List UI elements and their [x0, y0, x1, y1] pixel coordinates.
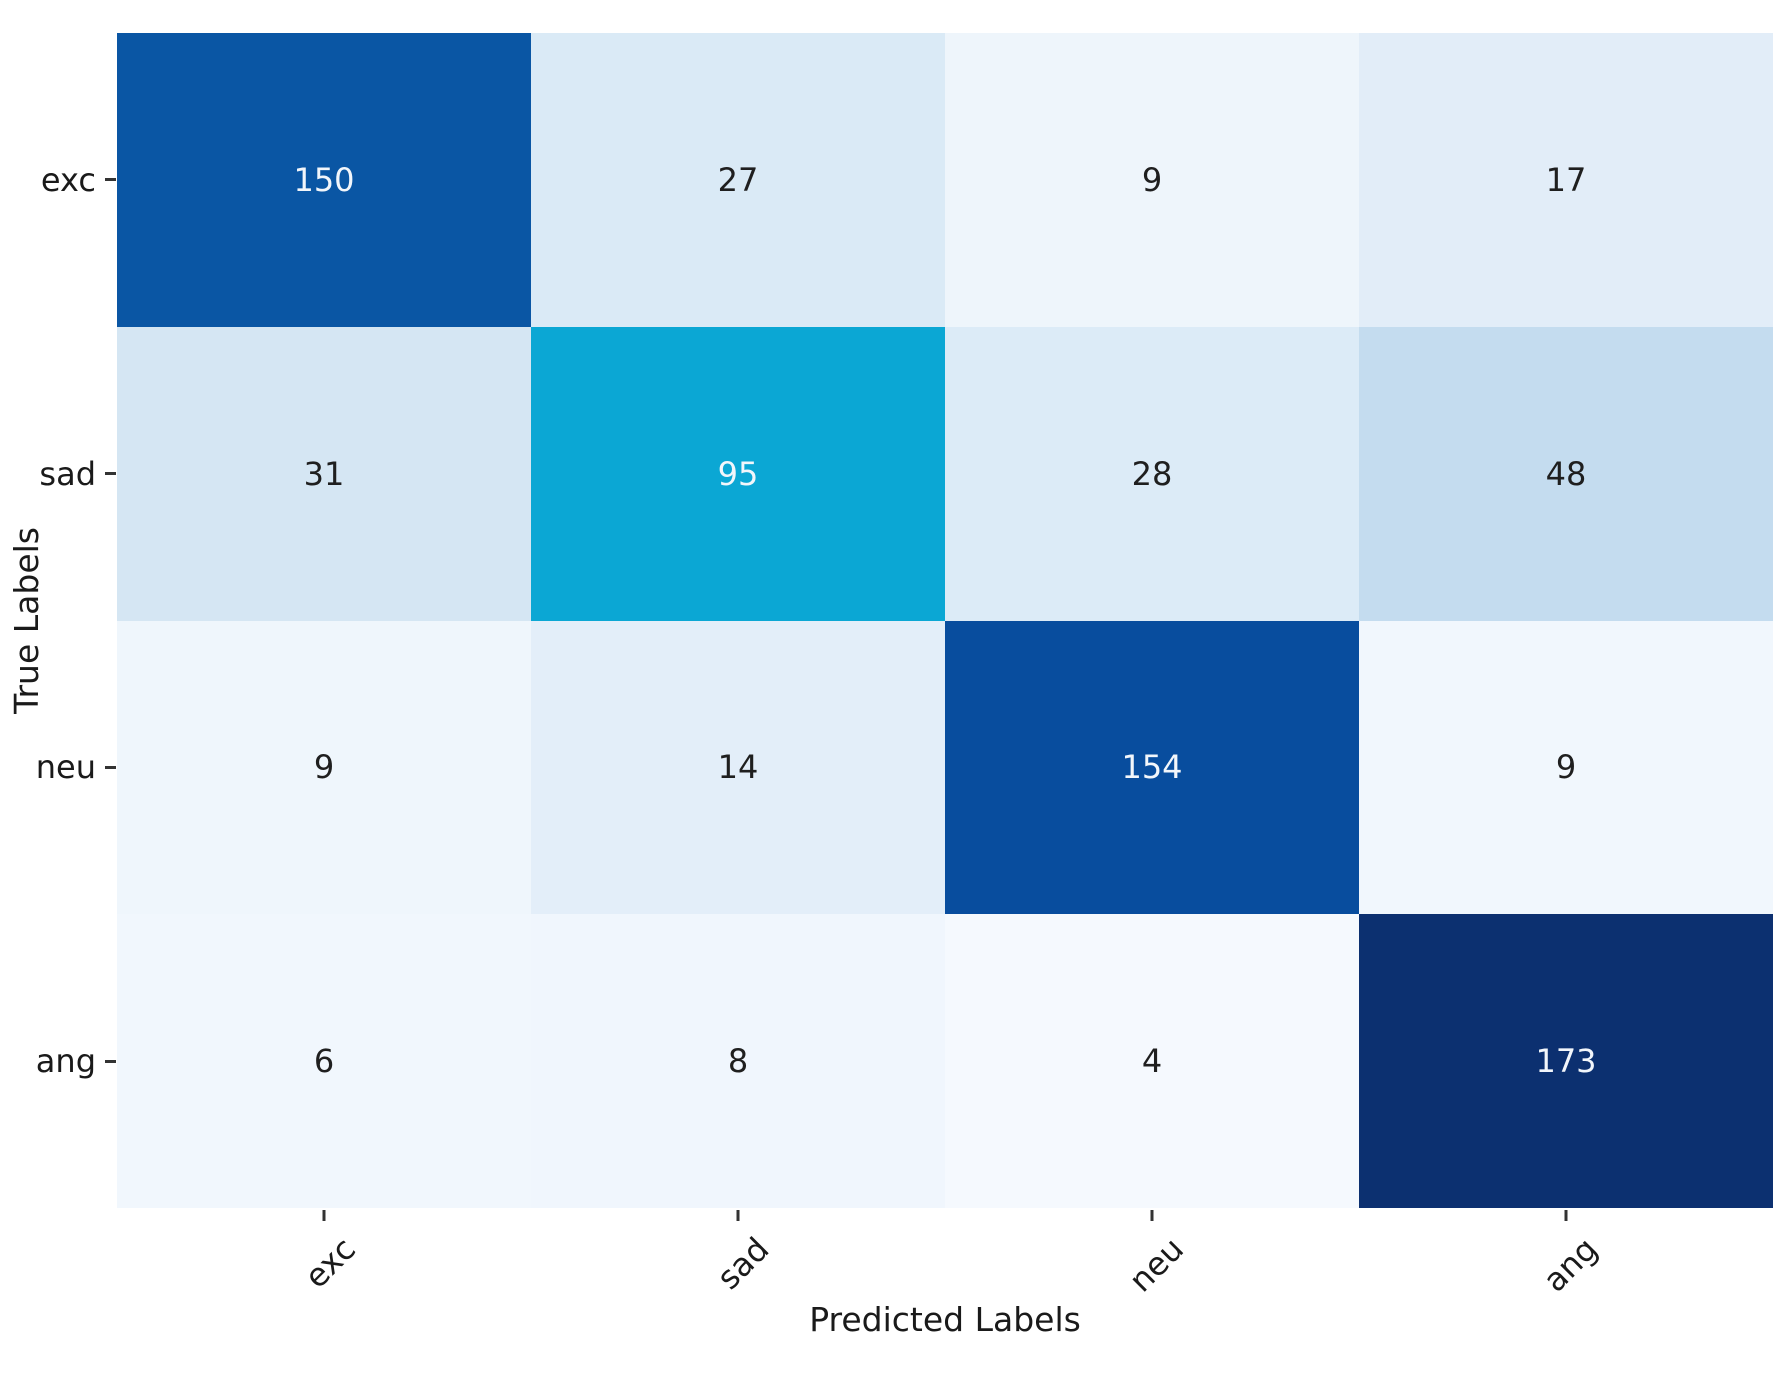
- y-axis-ticks: exc sad neu ang: [0, 33, 117, 1208]
- cell-value: 4: [1141, 1042, 1163, 1081]
- cell-value: 8: [727, 1042, 749, 1081]
- x-axis-title: Predicted Labels: [809, 1300, 1081, 1339]
- x-tick-label: sad: [709, 1229, 777, 1297]
- y-tick-mark: [105, 178, 116, 182]
- heatmap-cell-sad-ang: 48: [1359, 326, 1773, 621]
- cell-value: 95: [717, 454, 759, 493]
- x-tick-mark: [1564, 1210, 1568, 1221]
- heatmap-cell-ang-neu: 4: [945, 914, 1359, 1208]
- y-tick-ang: ang: [0, 914, 117, 1208]
- x-axis-ticks: exc sad neu ang: [117, 1208, 1773, 1338]
- y-tick-label: exc: [40, 160, 96, 199]
- heatmap-cell-exc-exc: 150: [117, 33, 531, 327]
- cell-value: 173: [1535, 1042, 1597, 1081]
- cell-value: 17: [1545, 160, 1587, 199]
- cell-value: 154: [1121, 748, 1183, 787]
- y-tick-label: sad: [39, 454, 96, 493]
- heatmap-cell-exc-sad: 27: [531, 33, 945, 327]
- x-tick-mark: [736, 1210, 740, 1221]
- heatmap-cell-neu-ang: 9: [1359, 620, 1773, 915]
- x-tick-label: exc: [296, 1229, 363, 1296]
- y-tick-mark: [105, 1059, 116, 1063]
- heatmap-cell-sad-sad: 95: [531, 326, 945, 621]
- x-tick-exc: exc: [117, 1208, 531, 1338]
- cell-value: 28: [1131, 454, 1173, 493]
- cell-value: 9: [1555, 748, 1577, 787]
- x-tick-label: ang: [1535, 1229, 1605, 1300]
- heatmap-cell-ang-sad: 8: [531, 914, 945, 1208]
- x-tick-sad: sad: [531, 1208, 945, 1338]
- y-tick-label: ang: [35, 1042, 96, 1081]
- y-tick-neu: neu: [0, 621, 117, 915]
- cell-value: 9: [313, 748, 335, 787]
- y-tick-mark: [105, 765, 116, 769]
- heatmap-cell-neu-sad: 14: [531, 620, 945, 915]
- heatmap-cell-sad-exc: 31: [117, 326, 531, 621]
- cell-value: 48: [1545, 454, 1587, 493]
- cell-value: 14: [717, 748, 759, 787]
- heatmap-cell-exc-ang: 17: [1359, 33, 1773, 327]
- x-tick-mark: [1150, 1210, 1154, 1221]
- heatmap-grid: 150 27 9 17 31 95 28 48 9 14 154 9 6 8 4 173: [117, 33, 1773, 1208]
- cell-value: 9: [1141, 160, 1163, 199]
- heatmap-cell-sad-neu: 28: [945, 326, 1359, 621]
- cell-value: 6: [313, 1042, 335, 1081]
- heatmap-cell-ang-exc: 6: [117, 914, 531, 1208]
- cell-value: 150: [293, 160, 355, 199]
- y-tick-sad: sad: [0, 327, 117, 621]
- heatmap-cell-neu-exc: 9: [117, 620, 531, 915]
- x-tick-neu: neu: [945, 1208, 1359, 1338]
- x-tick-mark: [322, 1210, 326, 1221]
- y-tick-mark: [105, 472, 116, 476]
- cell-value: 27: [717, 160, 759, 199]
- heatmap-cell-ang-ang: 173: [1359, 914, 1773, 1208]
- x-tick-ang: ang: [1359, 1208, 1773, 1338]
- x-tick-label: neu: [1121, 1229, 1191, 1300]
- cell-value: 31: [303, 454, 345, 493]
- heatmap-cell-exc-neu: 9: [945, 33, 1359, 327]
- y-tick-label: neu: [35, 748, 96, 787]
- y-tick-exc: exc: [0, 33, 117, 327]
- heatmap-cell-neu-neu: 154: [945, 620, 1359, 915]
